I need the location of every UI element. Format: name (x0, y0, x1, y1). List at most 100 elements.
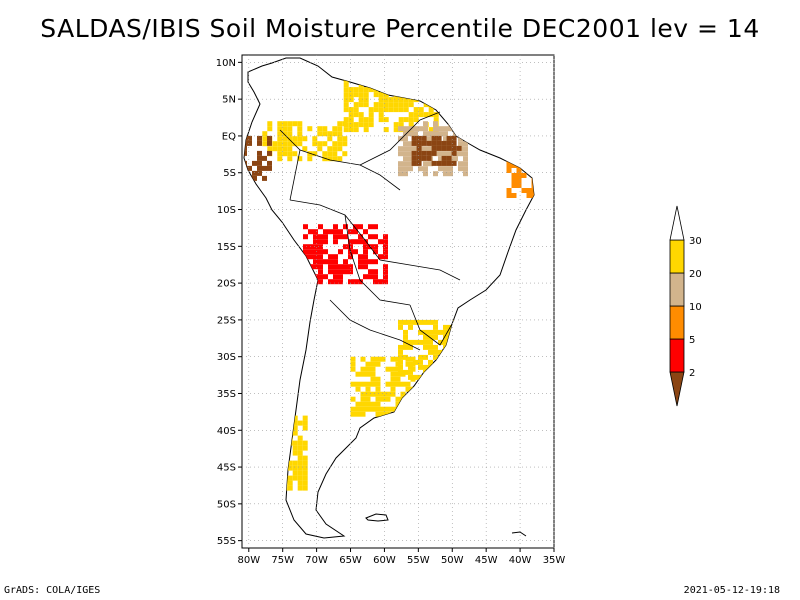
heat-cell (423, 354, 428, 360)
heat-cell (383, 244, 388, 250)
heat-cell (302, 455, 308, 461)
heat-cell (408, 339, 413, 345)
heat-cell (287, 136, 293, 142)
heat-cell (398, 102, 404, 108)
heat-cell (433, 171, 438, 177)
heat-cell (247, 140, 252, 146)
colorbar-label: 2 (689, 368, 695, 379)
heat-cell (438, 131, 443, 137)
heat-cell (403, 146, 408, 152)
heat-cell (287, 121, 293, 127)
heat-cell (308, 264, 313, 270)
heat-cell (380, 396, 386, 402)
heat-cell (303, 254, 308, 260)
heat-cell (395, 406, 401, 412)
heat-cell (302, 465, 308, 471)
heat-cell (287, 475, 293, 481)
heat-cell (303, 249, 308, 255)
heat-cell (348, 87, 354, 93)
heat-cell (408, 102, 414, 108)
heat-cell (390, 371, 396, 377)
heat-cell (418, 112, 424, 118)
y-tick-label: 10N (216, 58, 236, 69)
heat-cell (398, 107, 404, 113)
heat-cell (458, 339, 463, 345)
heat-cell (418, 364, 423, 370)
heat-cell (433, 126, 438, 132)
heat-cell (277, 131, 283, 137)
heat-cell (365, 386, 371, 392)
heat-cell (411, 140, 417, 146)
heat-cell (408, 112, 414, 118)
heat-cell (433, 131, 438, 137)
y-axis: 10N 5N EQ 5S 10S 15S 20S 25S 30S 35S 40S 45S 50S 55S (216, 58, 242, 547)
heat-cell (413, 131, 418, 137)
colorbar-low-arrow (669, 371, 685, 407)
heat-cell (431, 160, 437, 166)
heat-cell (317, 131, 323, 137)
heat-cell (287, 131, 293, 137)
heat-cell (244, 145, 247, 151)
heat-cell (428, 374, 433, 380)
heat-cell (395, 356, 401, 362)
heat-cell (318, 239, 323, 245)
heat-cell (398, 77, 404, 83)
heat-cell (363, 102, 369, 108)
heat-cell (358, 264, 363, 270)
heat-cell (451, 160, 457, 166)
heat-cell (292, 415, 298, 421)
footer-timestamp: 2021-05-12-19:18 (683, 585, 780, 596)
heat-cell (521, 188, 527, 193)
colorbar-label: 30 (689, 236, 702, 247)
region-southern-brazil-uruguay (398, 319, 468, 380)
heat-cell (423, 344, 428, 350)
heat-cell (410, 356, 416, 362)
heat-cell (383, 92, 389, 98)
heat-cell (328, 254, 333, 260)
heat-cell (318, 259, 323, 265)
y-tick-label: 45S (217, 463, 236, 474)
heat-cell (353, 249, 358, 255)
heat-cell (438, 329, 443, 335)
heat-cell (456, 145, 462, 151)
heat-cell (338, 229, 343, 235)
heat-cell (423, 121, 428, 127)
heat-cell (398, 349, 403, 355)
heat-cell (433, 329, 438, 335)
heat-cell (353, 112, 359, 118)
heat-cell (431, 135, 437, 141)
heat-cell (423, 364, 428, 370)
heat-cell (433, 97, 439, 103)
heat-cell (353, 122, 359, 128)
heat-cell (398, 117, 404, 123)
heat-cell (302, 475, 308, 481)
heat-cell (287, 425, 293, 431)
heat-cell (506, 163, 512, 168)
heat-cell (358, 97, 364, 103)
heat-cell (363, 249, 368, 255)
heat-cell (358, 239, 363, 245)
heat-cell (398, 324, 403, 330)
heat-cell (408, 319, 413, 325)
heat-cell (393, 127, 399, 133)
heat-cell (537, 188, 542, 193)
heat-cell (416, 135, 422, 141)
heat-cell (511, 163, 517, 168)
region-andes-bolivia (303, 224, 388, 285)
heat-cell (428, 329, 433, 335)
y-tick-label: 25S (217, 315, 236, 326)
heat-cell (363, 259, 368, 265)
heat-cell (363, 122, 369, 128)
heat-cell (463, 161, 468, 167)
x-tick-label: 50W (441, 555, 464, 566)
heat-cell (360, 406, 366, 412)
heat-cell (388, 102, 394, 108)
heat-cell (423, 77, 429, 83)
heat-cell (363, 117, 369, 123)
heat-cell (375, 356, 381, 362)
heat-cell (317, 126, 323, 132)
heat-cell (292, 475, 298, 481)
heat-cell (353, 92, 359, 98)
heat-cell (308, 274, 313, 280)
